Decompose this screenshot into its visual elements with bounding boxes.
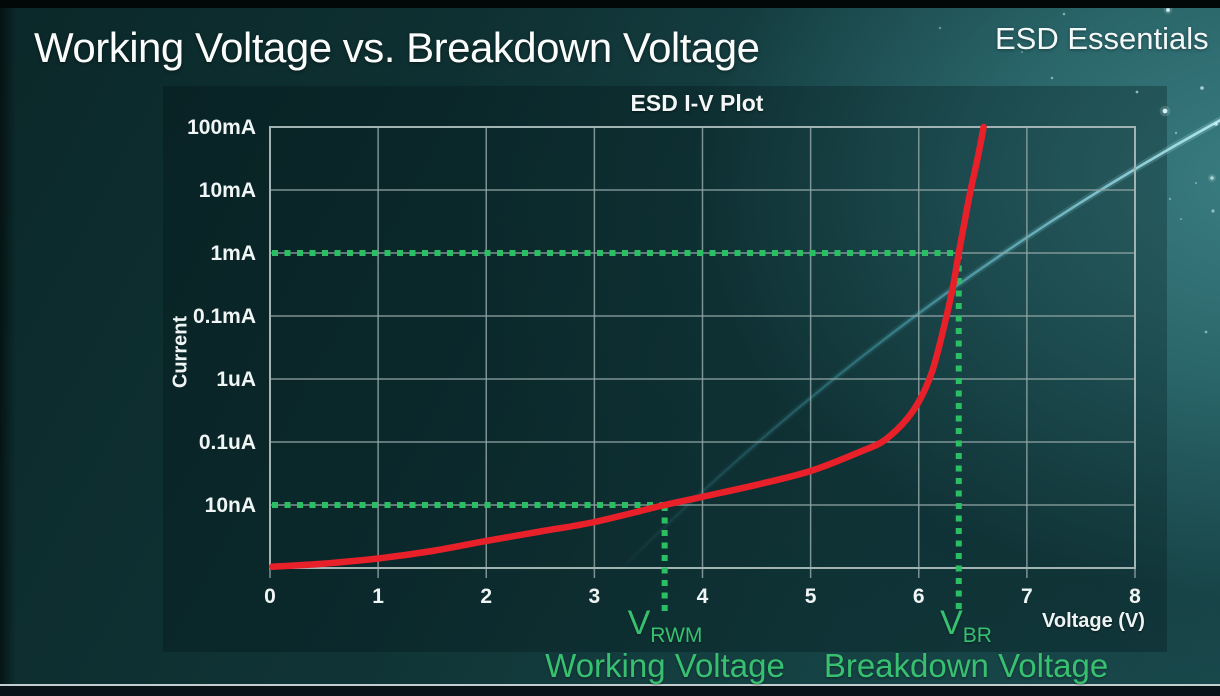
- vrwm-caption: Working Voltage: [545, 646, 785, 684]
- x-tick-label: 1: [372, 585, 384, 608]
- vbr-annotation: VBR Breakdown Voltage: [824, 606, 1108, 683]
- vbr-symbol-letter: V: [940, 604, 963, 642]
- x-tick-label: 6: [913, 585, 925, 608]
- vbr-caption: Breakdown Voltage: [823, 646, 1109, 684]
- vrwm-symbol-letter: V: [627, 604, 651, 642]
- y-tick-label: 10mA: [199, 179, 256, 202]
- y-tick-label: 1uA: [216, 368, 256, 391]
- x-tick-label: 8: [1129, 585, 1141, 608]
- x-tick-label: 4: [697, 585, 709, 608]
- y-axis-label: Current: [169, 315, 192, 389]
- y-tick-label: 100mA: [187, 116, 256, 139]
- x-tick-label: 0: [264, 585, 276, 608]
- slide-title: Working Voltage vs. Breakdown Voltage: [34, 24, 760, 71]
- y-tick-label: 0.1mA: [193, 305, 256, 328]
- vrwm-symbol-subscript: RWM: [650, 623, 703, 647]
- plot-border: [269, 126, 1136, 569]
- chart-title: ESD I-V Plot: [630, 90, 764, 116]
- top-letterbox-bar: [0, 0, 1220, 8]
- left-edge-shade: [0, 0, 16, 696]
- x-tick-label: 2: [480, 585, 492, 608]
- x-tick-label: 3: [589, 585, 601, 608]
- x-axis-label: Voltage (V): [1042, 610, 1145, 632]
- y-tick-label: 1mA: [210, 242, 256, 265]
- y-tick-label: 10nA: [205, 494, 256, 517]
- iv-curve: [268, 123, 987, 570]
- brand-watermark: ESD Essentials: [995, 21, 1209, 56]
- vbr-symbol-subscript: BR: [962, 623, 992, 647]
- y-tick-label: 0.1uA: [199, 431, 256, 454]
- vrwm-annotation: VRWM Working Voltage: [545, 606, 785, 683]
- vrwm-symbol: VRWM: [545, 606, 785, 646]
- vbr-symbol: VBR: [824, 606, 1108, 646]
- x-tick-label: 7: [1021, 585, 1033, 608]
- bottom-footer-bar: [0, 684, 1220, 696]
- x-tick-label: 5: [805, 585, 817, 608]
